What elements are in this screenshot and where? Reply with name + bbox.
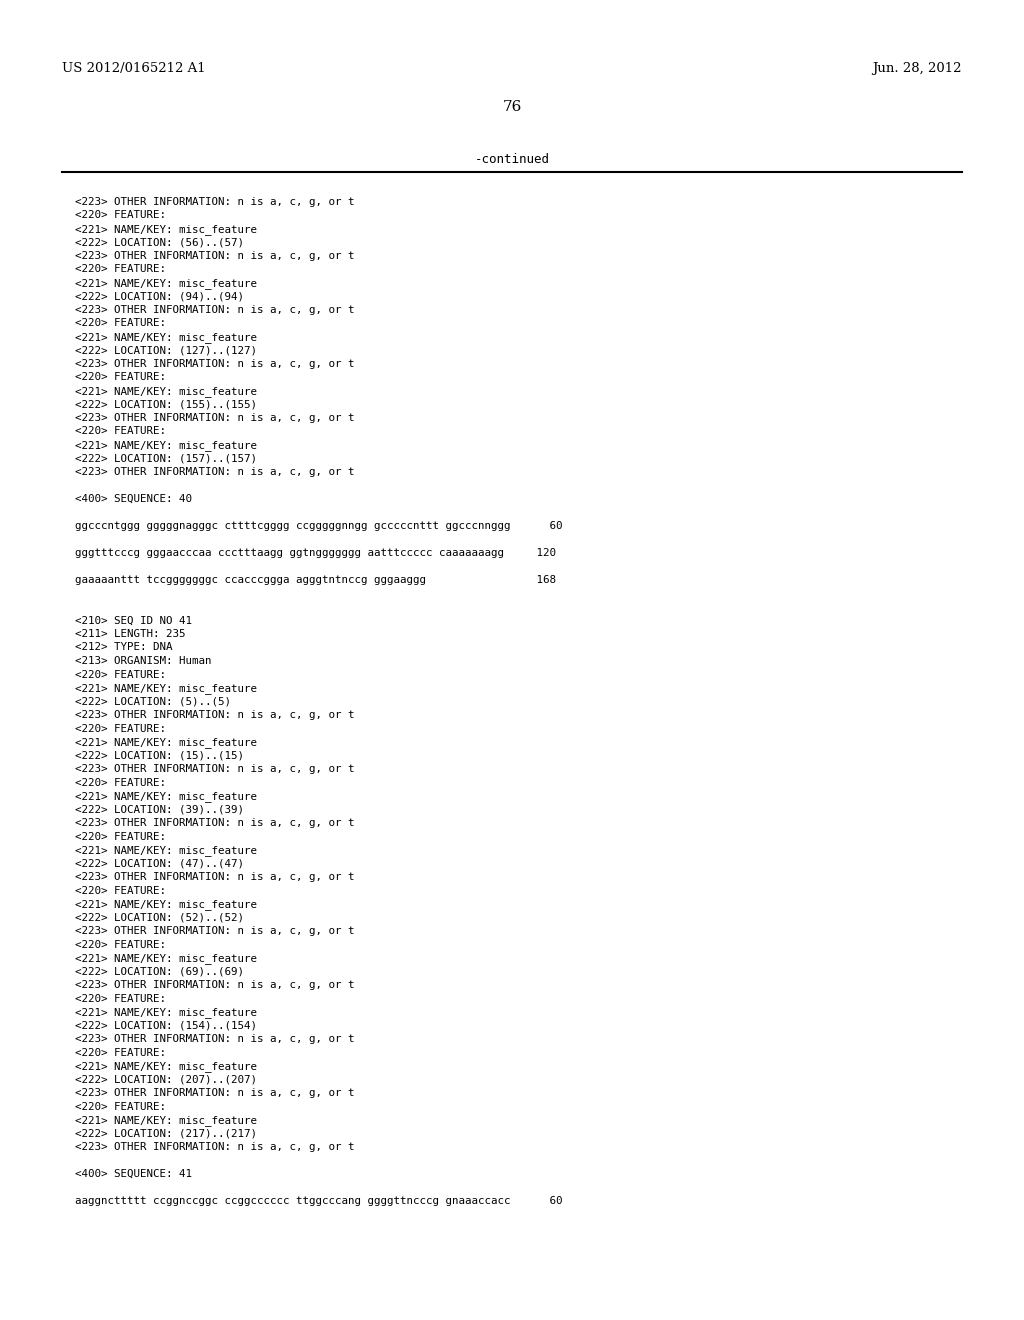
Text: <221> NAME/KEY: misc_feature: <221> NAME/KEY: misc_feature — [75, 791, 257, 803]
Text: <223> OTHER INFORMATION: n is a, c, g, or t: <223> OTHER INFORMATION: n is a, c, g, o… — [75, 305, 354, 315]
Text: <222> LOCATION: (52)..(52): <222> LOCATION: (52)..(52) — [75, 912, 244, 923]
Text: <222> LOCATION: (217)..(217): <222> LOCATION: (217)..(217) — [75, 1129, 257, 1138]
Text: <220> FEATURE:: <220> FEATURE: — [75, 940, 166, 949]
Text: <221> NAME/KEY: misc_feature: <221> NAME/KEY: misc_feature — [75, 224, 257, 235]
Text: <223> OTHER INFORMATION: n is a, c, g, or t: <223> OTHER INFORMATION: n is a, c, g, o… — [75, 764, 354, 774]
Text: <223> OTHER INFORMATION: n is a, c, g, or t: <223> OTHER INFORMATION: n is a, c, g, o… — [75, 1034, 354, 1044]
Text: 76: 76 — [503, 100, 521, 114]
Text: <222> LOCATION: (157)..(157): <222> LOCATION: (157)..(157) — [75, 454, 257, 463]
Text: gaaaaanttt tccgggggggc ccacccggga agggtntnccg gggaaggg                 168: gaaaaanttt tccgggggggc ccacccggga agggtn… — [75, 576, 556, 585]
Text: <221> NAME/KEY: misc_feature: <221> NAME/KEY: misc_feature — [75, 279, 257, 289]
Text: <221> NAME/KEY: misc_feature: <221> NAME/KEY: misc_feature — [75, 1115, 257, 1126]
Text: <223> OTHER INFORMATION: n is a, c, g, or t: <223> OTHER INFORMATION: n is a, c, g, o… — [75, 818, 354, 828]
Text: <221> NAME/KEY: misc_feature: <221> NAME/KEY: misc_feature — [75, 1061, 257, 1072]
Text: <220> FEATURE:: <220> FEATURE: — [75, 1101, 166, 1111]
Text: <222> LOCATION: (155)..(155): <222> LOCATION: (155)..(155) — [75, 400, 257, 409]
Text: <400> SEQUENCE: 41: <400> SEQUENCE: 41 — [75, 1170, 193, 1179]
Text: <223> OTHER INFORMATION: n is a, c, g, or t: <223> OTHER INFORMATION: n is a, c, g, o… — [75, 359, 354, 370]
Text: <213> ORGANISM: Human: <213> ORGANISM: Human — [75, 656, 212, 667]
Text: gggtttcccg gggaacccaa ccctttaagg ggtnggggggg aatttccccc caaaaaaagg     120: gggtttcccg gggaacccaa ccctttaagg ggtnggg… — [75, 548, 556, 558]
Text: <220> FEATURE:: <220> FEATURE: — [75, 318, 166, 329]
Text: <210> SEQ ID NO 41: <210> SEQ ID NO 41 — [75, 615, 193, 626]
Text: Jun. 28, 2012: Jun. 28, 2012 — [872, 62, 962, 75]
Text: <220> FEATURE:: <220> FEATURE: — [75, 723, 166, 734]
Text: ggcccntggg gggggnagggc cttttcgggg ccgggggnngg gcccccnttt ggcccnnggg      60: ggcccntggg gggggnagggc cttttcgggg ccgggg… — [75, 521, 562, 531]
Text: <222> LOCATION: (56)..(57): <222> LOCATION: (56)..(57) — [75, 238, 244, 248]
Text: <222> LOCATION: (127)..(127): <222> LOCATION: (127)..(127) — [75, 346, 257, 355]
Text: <220> FEATURE:: <220> FEATURE: — [75, 426, 166, 437]
Text: <212> TYPE: DNA: <212> TYPE: DNA — [75, 643, 172, 652]
Text: <223> OTHER INFORMATION: n is a, c, g, or t: <223> OTHER INFORMATION: n is a, c, g, o… — [75, 251, 354, 261]
Text: <222> LOCATION: (154)..(154): <222> LOCATION: (154)..(154) — [75, 1020, 257, 1031]
Text: <220> FEATURE:: <220> FEATURE: — [75, 372, 166, 383]
Text: <221> NAME/KEY: misc_feature: <221> NAME/KEY: misc_feature — [75, 899, 257, 909]
Text: <223> OTHER INFORMATION: n is a, c, g, or t: <223> OTHER INFORMATION: n is a, c, g, o… — [75, 979, 354, 990]
Text: <220> FEATURE:: <220> FEATURE: — [75, 994, 166, 1003]
Text: <220> FEATURE:: <220> FEATURE: — [75, 264, 166, 275]
Text: <220> FEATURE:: <220> FEATURE: — [75, 210, 166, 220]
Text: <222> LOCATION: (94)..(94): <222> LOCATION: (94)..(94) — [75, 292, 244, 301]
Text: <221> NAME/KEY: misc_feature: <221> NAME/KEY: misc_feature — [75, 385, 257, 397]
Text: <221> NAME/KEY: misc_feature: <221> NAME/KEY: misc_feature — [75, 333, 257, 343]
Text: <221> NAME/KEY: misc_feature: <221> NAME/KEY: misc_feature — [75, 440, 257, 451]
Text: <220> FEATURE:: <220> FEATURE: — [75, 669, 166, 680]
Text: <221> NAME/KEY: misc_feature: <221> NAME/KEY: misc_feature — [75, 953, 257, 964]
Text: <222> LOCATION: (15)..(15): <222> LOCATION: (15)..(15) — [75, 751, 244, 760]
Text: <221> NAME/KEY: misc_feature: <221> NAME/KEY: misc_feature — [75, 682, 257, 694]
Text: <221> NAME/KEY: misc_feature: <221> NAME/KEY: misc_feature — [75, 1007, 257, 1018]
Text: <222> LOCATION: (47)..(47): <222> LOCATION: (47)..(47) — [75, 858, 244, 869]
Text: <223> OTHER INFORMATION: n is a, c, g, or t: <223> OTHER INFORMATION: n is a, c, g, o… — [75, 873, 354, 882]
Text: <400> SEQUENCE: 40: <400> SEQUENCE: 40 — [75, 494, 193, 504]
Text: <222> LOCATION: (39)..(39): <222> LOCATION: (39)..(39) — [75, 804, 244, 814]
Text: <220> FEATURE:: <220> FEATURE: — [75, 1048, 166, 1057]
Text: US 2012/0165212 A1: US 2012/0165212 A1 — [62, 62, 206, 75]
Text: <211> LENGTH: 235: <211> LENGTH: 235 — [75, 630, 185, 639]
Text: <223> OTHER INFORMATION: n is a, c, g, or t: <223> OTHER INFORMATION: n is a, c, g, o… — [75, 467, 354, 477]
Text: <222> LOCATION: (69)..(69): <222> LOCATION: (69)..(69) — [75, 966, 244, 977]
Text: <220> FEATURE:: <220> FEATURE: — [75, 832, 166, 842]
Text: <221> NAME/KEY: misc_feature: <221> NAME/KEY: misc_feature — [75, 845, 257, 855]
Text: <223> OTHER INFORMATION: n is a, c, g, or t: <223> OTHER INFORMATION: n is a, c, g, o… — [75, 413, 354, 422]
Text: <222> LOCATION: (5)..(5): <222> LOCATION: (5)..(5) — [75, 697, 231, 706]
Text: <220> FEATURE:: <220> FEATURE: — [75, 777, 166, 788]
Text: <222> LOCATION: (207)..(207): <222> LOCATION: (207)..(207) — [75, 1074, 257, 1085]
Text: <220> FEATURE:: <220> FEATURE: — [75, 886, 166, 895]
Text: <223> OTHER INFORMATION: n is a, c, g, or t: <223> OTHER INFORMATION: n is a, c, g, o… — [75, 927, 354, 936]
Text: <221> NAME/KEY: misc_feature: <221> NAME/KEY: misc_feature — [75, 737, 257, 748]
Text: <223> OTHER INFORMATION: n is a, c, g, or t: <223> OTHER INFORMATION: n is a, c, g, o… — [75, 1142, 354, 1152]
Text: <223> OTHER INFORMATION: n is a, c, g, or t: <223> OTHER INFORMATION: n is a, c, g, o… — [75, 1088, 354, 1098]
Text: <223> OTHER INFORMATION: n is a, c, g, or t: <223> OTHER INFORMATION: n is a, c, g, o… — [75, 710, 354, 719]
Text: <223> OTHER INFORMATION: n is a, c, g, or t: <223> OTHER INFORMATION: n is a, c, g, o… — [75, 197, 354, 207]
Text: aaggncttttt ccggnccggc ccggcccccc ttggcccang ggggttncccg gnaaaccacc      60: aaggncttttt ccggnccggc ccggcccccc ttggcc… — [75, 1196, 562, 1206]
Text: -continued: -continued — [474, 153, 550, 166]
